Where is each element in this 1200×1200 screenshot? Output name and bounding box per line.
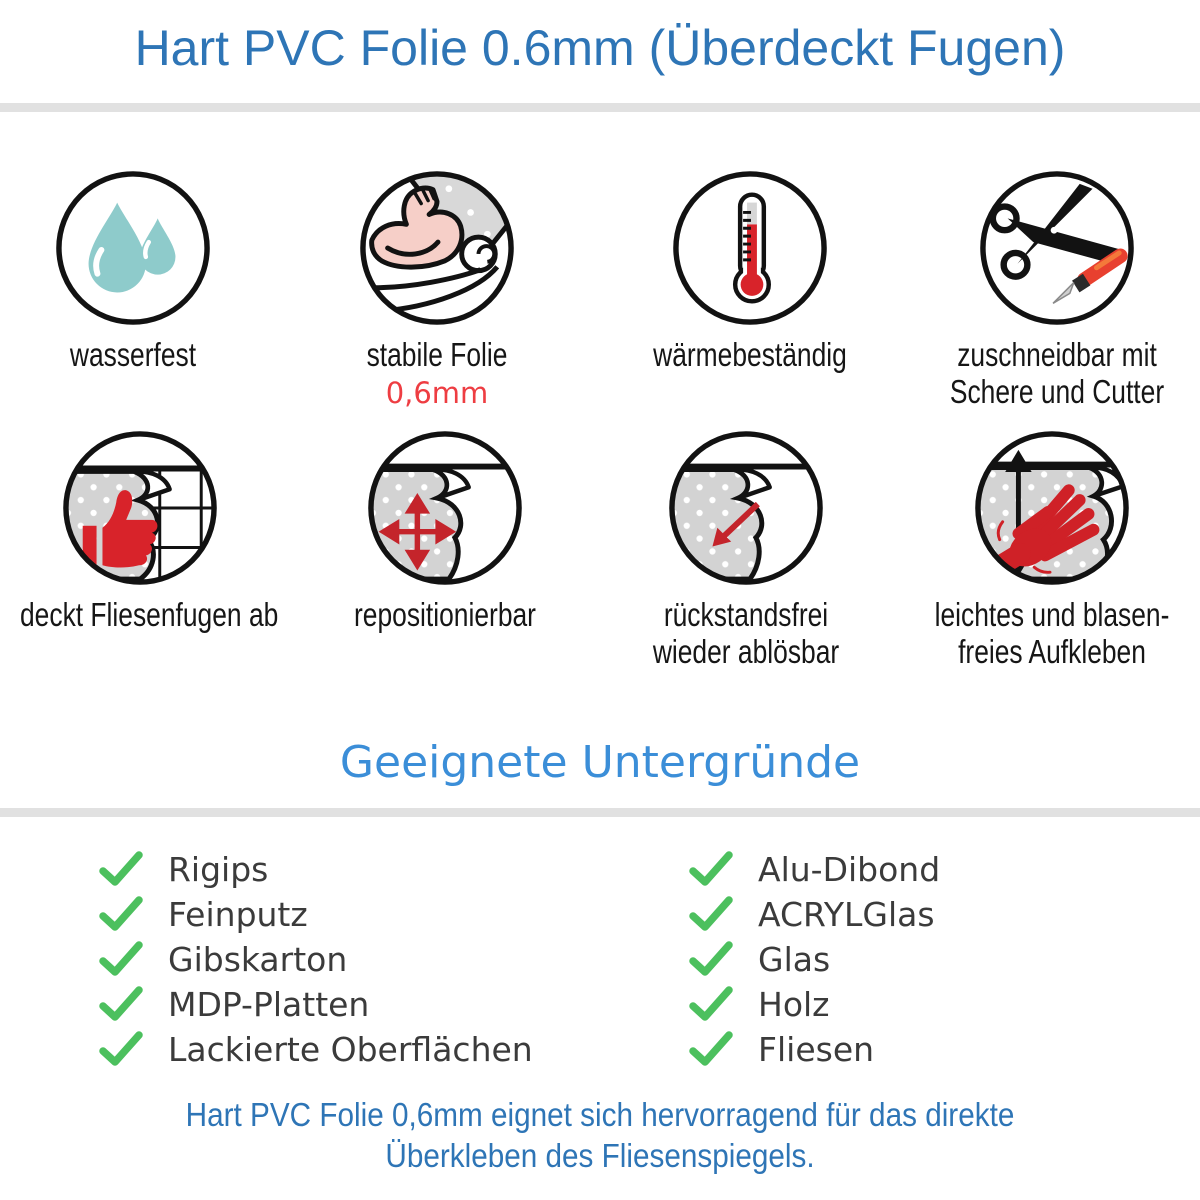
water-drops-icon bbox=[54, 169, 212, 327]
substrate-label: Fliesen bbox=[758, 1029, 875, 1069]
substrate-list-left: Rigips Feinputz Gibskarton MDP-Platten L… bbox=[98, 849, 533, 1069]
feature-label-line2: wieder ablösbar bbox=[652, 633, 840, 670]
feature-label: leichtes und blasen- bbox=[934, 596, 1170, 633]
page-title: Hart PVC Folie 0.6mm (Überdeckt Fugen) bbox=[134, 20, 1066, 76]
feature-zuschneidbar: zuschneidbar mit Schere und Cutter bbox=[907, 169, 1200, 410]
footer-line-1: Hart PVC Folie 0,6mm eignet sich hervorr… bbox=[185, 1096, 1015, 1133]
feature-rueckstandsfrei: rückstandsfrei wieder ablösbar bbox=[596, 429, 896, 670]
feature-repositionierbar: repositionierbar bbox=[295, 429, 595, 633]
list-item: Alu-Dibond bbox=[688, 849, 941, 889]
list-item: MDP-Platten bbox=[98, 984, 533, 1024]
check-icon bbox=[99, 1031, 143, 1066]
list-item: Glas bbox=[688, 939, 940, 979]
check-icon bbox=[99, 851, 143, 886]
feature-label: wärmebeständig bbox=[653, 336, 847, 373]
feature-label: zuschneidbar mit bbox=[957, 336, 1157, 373]
check-icon bbox=[99, 941, 143, 976]
substrate-label: Glas bbox=[758, 939, 831, 979]
check-icon bbox=[99, 896, 143, 931]
list-item: ACRYLGlas bbox=[688, 894, 940, 934]
check-icon bbox=[689, 986, 733, 1021]
feature-sublabel-thickness: 0,6mm bbox=[385, 376, 489, 410]
list-item: Fliesen bbox=[688, 1029, 940, 1069]
feature-label-line2: Schere und Cutter bbox=[949, 373, 1165, 410]
feature-blasenfrei: leichtes und blasen- freies Aufkleben bbox=[902, 429, 1200, 670]
muscle-arm-foil-roll-icon bbox=[358, 169, 516, 327]
footer-note: Hart PVC Folie 0,6mm eignet sich hervorr… bbox=[60, 1094, 1140, 1176]
foil-move-arrows-icon bbox=[366, 429, 524, 587]
feature-wasserfest: wasserfest bbox=[0, 169, 283, 373]
list-item: Rigips bbox=[98, 849, 533, 889]
feature-label: rückstandsfrei bbox=[663, 596, 829, 633]
substrate-label: Feinputz bbox=[168, 894, 308, 934]
feature-stabile-folie: stabile Folie 0,6mm bbox=[287, 169, 587, 413]
feature-label: stabile Folie bbox=[366, 336, 508, 373]
substrate-list-right: Alu-Dibond ACRYLGlas Glas Holz Fliesen bbox=[688, 849, 941, 1069]
scissors-cutter-icon bbox=[978, 169, 1136, 327]
list-item: Lackierte Oberflächen bbox=[98, 1029, 533, 1069]
feature-label-line2: freies Aufkleben bbox=[958, 633, 1146, 670]
feature-label: wasserfest bbox=[69, 336, 197, 373]
check-icon bbox=[689, 941, 733, 976]
foil-peel-arrow-icon bbox=[667, 429, 825, 587]
check-icon bbox=[689, 1031, 733, 1066]
check-icon bbox=[99, 986, 143, 1021]
substrate-label: Gibskarton bbox=[168, 939, 348, 979]
divider-bar bbox=[0, 808, 1200, 817]
list-item: Holz bbox=[688, 984, 940, 1024]
feature-waermebestaendig: wärmebeständig bbox=[600, 169, 900, 373]
check-icon bbox=[689, 896, 733, 931]
list-item: Feinputz bbox=[98, 894, 533, 934]
hand-smoothing-foil-icon bbox=[973, 429, 1131, 587]
thermometer-icon bbox=[671, 169, 829, 327]
substrate-label: Holz bbox=[758, 984, 830, 1024]
substrate-label: MDP-Platten bbox=[168, 984, 370, 1024]
substrate-label: Rigips bbox=[168, 849, 269, 889]
footer-line-2: Überkleben des Fliesenspiegels. bbox=[385, 1137, 815, 1174]
feature-label: deckt Fliesenfugen ab bbox=[20, 596, 279, 633]
feature-label: repositionierbar bbox=[354, 596, 536, 633]
feature-deckt-fugen: deckt Fliesenfugen ab bbox=[0, 429, 290, 633]
divider-bar bbox=[0, 103, 1200, 112]
foil-over-tiles-thumbs-up-icon bbox=[61, 429, 219, 587]
list-item: Gibskarton bbox=[98, 939, 533, 979]
check-icon bbox=[689, 851, 733, 886]
substrate-label: Lackierte Oberflächen bbox=[168, 1029, 533, 1069]
section-subtitle: Geeignete Untergründe bbox=[339, 737, 861, 788]
substrate-label: Alu-Dibond bbox=[758, 849, 941, 889]
substrate-label: ACRYLGlas bbox=[758, 894, 935, 934]
